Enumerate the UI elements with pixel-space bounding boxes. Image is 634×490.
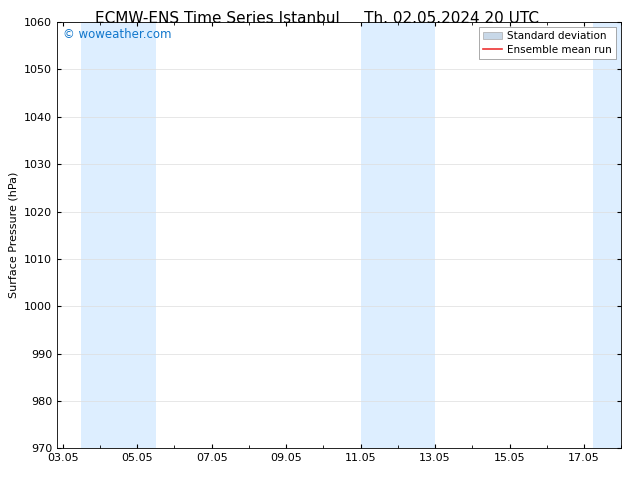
Text: ECMW-ENS Time Series Istanbul     Th. 02.05.2024 20 UTC: ECMW-ENS Time Series Istanbul Th. 02.05.… [95, 11, 539, 26]
Legend: Standard deviation, Ensemble mean run: Standard deviation, Ensemble mean run [479, 27, 616, 59]
Y-axis label: Surface Pressure (hPa): Surface Pressure (hPa) [8, 172, 18, 298]
Bar [361, 22, 435, 448]
Bar [81, 22, 156, 448]
Bar [593, 22, 621, 448]
Text: © woweather.com: © woweather.com [63, 28, 171, 42]
